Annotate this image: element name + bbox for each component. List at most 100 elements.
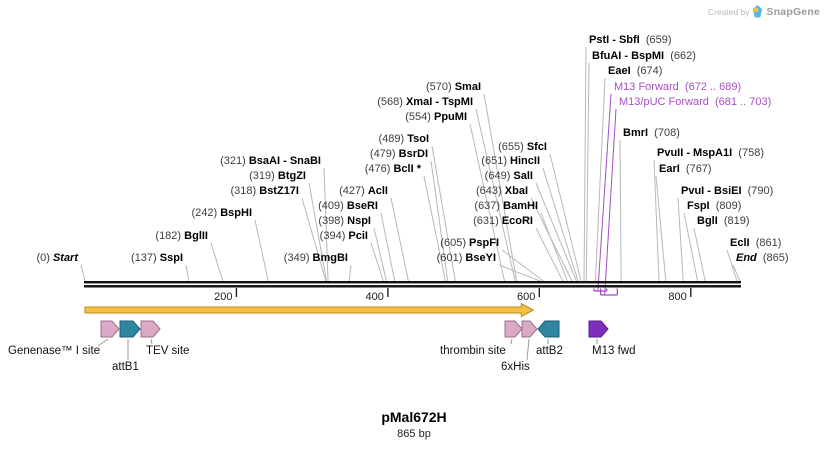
feature-label-6xhis: 6xHis [501, 361, 530, 373]
site-leader-line [683, 212, 699, 282]
site-leader-line [80, 264, 86, 282]
site-leader-line [373, 227, 387, 282]
site-leader-line [677, 197, 684, 282]
site-leader-line [619, 139, 622, 282]
site-leader-line [653, 159, 660, 282]
restriction-site-label: (427) AclI [339, 185, 388, 197]
restriction-site-label: EclI (861) [730, 237, 782, 249]
restriction-site-label: (0) Start [36, 252, 78, 264]
site-leader-line [549, 153, 582, 282]
restriction-site-label: (568) XmaI - TspMI [377, 96, 473, 108]
restriction-site-label: PvuI - BsiEI (790) [681, 185, 774, 197]
restriction-site-label: (319) BtgZI [249, 170, 306, 182]
feature-6xhis [521, 320, 538, 338]
sequence-line-top [84, 281, 741, 284]
feature-label-genenase-i-site: Genenase™ I site [8, 345, 101, 357]
restriction-site-label: End (865) [736, 252, 789, 264]
primer-leader-line [597, 93, 612, 292]
feature-leader-line [97, 338, 109, 347]
primer-label: M13/pUC Forward (681 .. 703) [619, 96, 772, 108]
restriction-site-label: (318) BstZ17I [230, 185, 300, 197]
site-leader-line [594, 77, 606, 282]
restriction-site-label: (554) PpuMI [405, 111, 467, 123]
site-leader-line [585, 62, 590, 282]
feature-thrombin-site [504, 320, 523, 338]
restriction-site-label: PstI - SbfI (659) [589, 34, 672, 46]
feature-label-thrombin-site: thrombin site [440, 345, 506, 357]
restriction-site-label: (137) SspI [131, 252, 183, 264]
restriction-site-label: BglI (819) [697, 215, 750, 227]
restriction-site-label: BfuAI - BspMI (662) [592, 50, 696, 62]
restriction-site-label: (409) BseRI [318, 200, 378, 212]
feature-tev-site [140, 320, 161, 338]
restriction-site-label: (601) BseYI [436, 252, 496, 264]
site-leader-line [469, 123, 505, 282]
restriction-site-label: EarI (767) [659, 163, 712, 175]
site-leader-line [423, 175, 446, 282]
plasmid-length: 865 bp [397, 428, 431, 440]
site-leader-line [501, 249, 544, 282]
restriction-site-label: (349) BmgBI [283, 252, 348, 264]
site-leader-line [430, 160, 449, 282]
feature-label-tev-site: TEV site [146, 345, 190, 357]
feature-label-m13-fwd: M13 fwd [592, 345, 636, 357]
feature-label-attb1: attB1 [112, 361, 139, 373]
restriction-site-label: EaeI (674) [608, 65, 663, 77]
feature-m13-fwd [588, 320, 609, 338]
ruler-label: 200 [214, 291, 233, 303]
site-leader-line [693, 227, 706, 282]
site-leader-line [530, 197, 573, 282]
snapgene-logo [753, 5, 763, 18]
site-leader-line [655, 175, 667, 282]
feature-label-attb2: attB2 [536, 345, 563, 357]
site-leader-line [726, 249, 738, 282]
watermark: Created by SnapGene [708, 5, 820, 18]
restriction-site-label: FspI (809) [687, 200, 742, 212]
restriction-site-label: BmrI (708) [623, 127, 680, 139]
feature-leader-line [510, 338, 513, 345]
restriction-site-label: (242) BspHI [191, 207, 252, 219]
site-leader-line [535, 182, 577, 282]
sequence-line-bottom [84, 285, 741, 288]
restriction-site-label: (182) BglII [155, 230, 208, 242]
site-leader-line [431, 145, 456, 282]
site-leader-line [498, 264, 541, 282]
restriction-site-label: PvuII - MspA1I (758) [657, 147, 764, 159]
feature-attb1 [119, 320, 141, 338]
restriction-site-label: (394) PciI [319, 230, 368, 242]
restriction-site-label: (637) BamHI [474, 200, 538, 212]
site-leader-line [185, 264, 190, 282]
site-leader-line [390, 197, 409, 282]
site-leader-line [583, 46, 587, 282]
restriction-site-label: (655) SfcI [498, 141, 547, 153]
site-leader-line [370, 242, 384, 282]
site-leader-line [475, 108, 516, 282]
site-leader-line [380, 212, 396, 282]
primer-label: M13 Forward (672 .. 689) [614, 81, 742, 93]
restriction-site-label: (643) XbaI [476, 185, 528, 197]
restriction-site-label: (398) NspI [318, 215, 371, 227]
site-leader-line [483, 93, 518, 282]
restriction-site-label: (570) SmaI [425, 81, 481, 93]
plasmid-name: pMal672H [381, 409, 447, 425]
ruler-label: 600 [516, 291, 536, 303]
watermark-brand: SnapGene [766, 5, 820, 18]
primer-leader-line [604, 108, 617, 296]
feature-leader-line [526, 338, 530, 361]
restriction-site-label: (605) PspFI [440, 237, 499, 249]
restriction-site-label: (631) EcoRI [473, 215, 533, 227]
feature-attb2 [537, 320, 560, 338]
site-leader-line [210, 242, 224, 282]
restriction-site-label: (489) TsoI [378, 133, 429, 145]
title-block: pMal672H 865 bp [0, 409, 828, 440]
restriction-site-label: (651) HincII [481, 155, 540, 167]
site-leader-line [542, 167, 579, 282]
site-leader-line [323, 167, 329, 282]
restriction-site-label: (479) BsrDI [369, 148, 428, 160]
orange-feature-arrow [84, 302, 535, 318]
restriction-site-label: (649) SalI [484, 170, 533, 182]
site-leader-line [540, 212, 568, 282]
